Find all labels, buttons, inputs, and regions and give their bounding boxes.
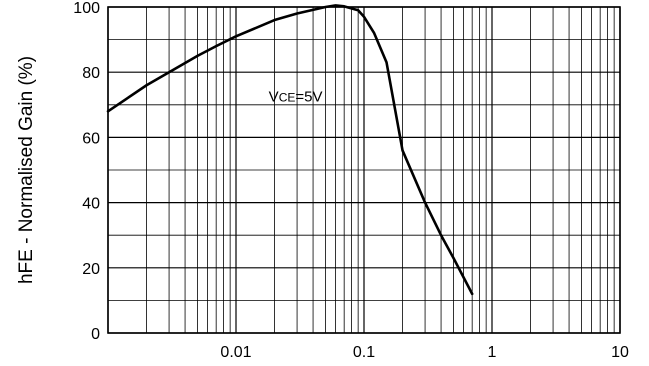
y-tick-label: 60 xyxy=(82,130,100,147)
y-tick-label: 80 xyxy=(82,65,100,82)
plot-frame xyxy=(107,6,621,334)
x-tick-label: 0.1 xyxy=(353,344,375,361)
y-tick-label: 100 xyxy=(73,0,100,17)
y-tick-labels: 0 20 40 60 80 100 xyxy=(73,0,100,343)
y-tick-label: 20 xyxy=(82,261,100,278)
series-line-0 xyxy=(106,4,474,296)
x-tick-labels: 0.01 0.1 1 10 xyxy=(220,344,629,361)
y-tick-label: 40 xyxy=(82,196,100,213)
y-axis-label: hFE - Normalised Gain (%) xyxy=(16,56,37,284)
annotation-subscript: CE xyxy=(279,91,296,105)
vce-annotation: VCE=5V xyxy=(269,89,323,106)
x-tick-label: 1 xyxy=(488,344,497,361)
annotation-main: V xyxy=(269,89,279,106)
x-tick-label: 0.01 xyxy=(220,344,251,361)
y-tick-label: 0 xyxy=(91,326,100,343)
x-tick-label: 10 xyxy=(611,344,629,361)
series-layer xyxy=(106,4,474,296)
annotation-suffix: =5V xyxy=(295,89,322,106)
grid-minor xyxy=(108,7,620,333)
